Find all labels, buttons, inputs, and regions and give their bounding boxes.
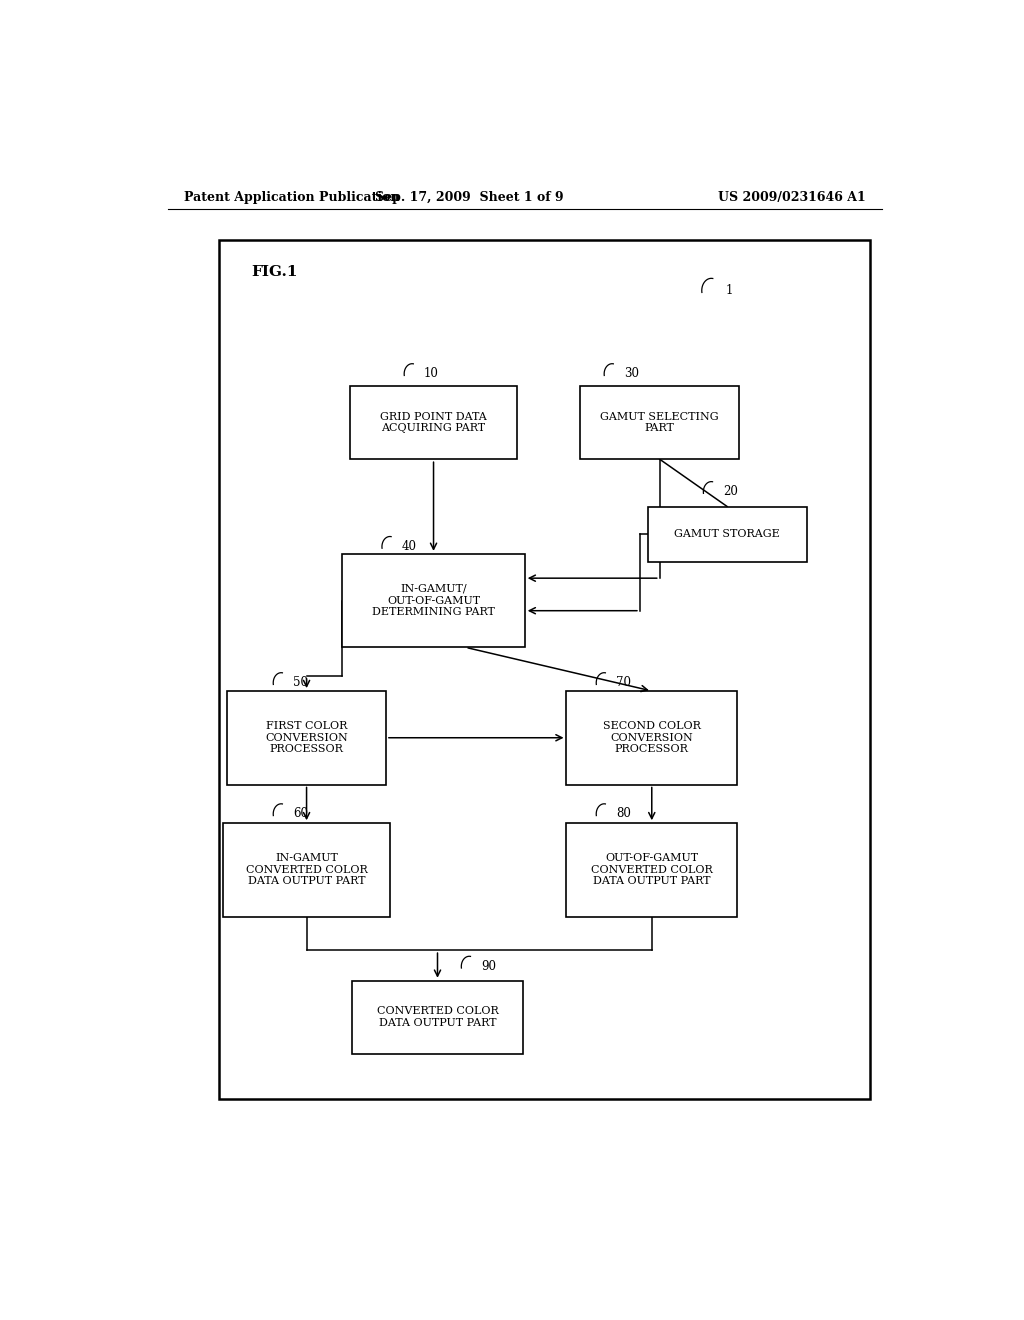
Text: IN-GAMUT
CONVERTED COLOR
DATA OUTPUT PART: IN-GAMUT CONVERTED COLOR DATA OUTPUT PAR…	[246, 853, 368, 887]
Bar	[342, 554, 525, 647]
Text: 60: 60	[293, 808, 308, 821]
Bar	[227, 690, 386, 784]
Bar	[566, 690, 737, 784]
Text: IN-GAMUT/
OUT-OF-GAMUT
DETERMINING PART: IN-GAMUT/ OUT-OF-GAMUT DETERMINING PART	[372, 583, 495, 618]
Text: FIRST COLOR
CONVERSION
PROCESSOR: FIRST COLOR CONVERSION PROCESSOR	[265, 721, 348, 754]
Text: 80: 80	[616, 808, 631, 821]
Text: US 2009/0231646 A1: US 2009/0231646 A1	[718, 190, 866, 203]
Text: Sep. 17, 2009  Sheet 1 of 9: Sep. 17, 2009 Sheet 1 of 9	[375, 190, 563, 203]
Bar	[648, 507, 807, 562]
Text: 90: 90	[481, 960, 497, 973]
Text: CONVERTED COLOR
DATA OUTPUT PART: CONVERTED COLOR DATA OUTPUT PART	[377, 1006, 499, 1028]
Text: 30: 30	[624, 367, 639, 380]
Text: 40: 40	[401, 540, 417, 553]
Text: GAMUT STORAGE: GAMUT STORAGE	[674, 529, 780, 540]
Bar	[352, 981, 523, 1053]
Bar	[566, 824, 737, 916]
Text: GRID POINT DATA
ACQUIRING PART: GRID POINT DATA ACQUIRING PART	[380, 412, 486, 433]
Text: Patent Application Publication: Patent Application Publication	[183, 190, 399, 203]
Text: 20: 20	[723, 486, 738, 498]
Text: OUT-OF-GAMUT
CONVERTED COLOR
DATA OUTPUT PART: OUT-OF-GAMUT CONVERTED COLOR DATA OUTPUT…	[591, 853, 713, 887]
Text: GAMUT SELECTING
PART: GAMUT SELECTING PART	[600, 412, 719, 433]
Text: 10: 10	[424, 367, 439, 380]
Bar	[581, 385, 739, 459]
Bar	[219, 240, 870, 1098]
Bar	[350, 385, 517, 459]
Text: SECOND COLOR
CONVERSION
PROCESSOR: SECOND COLOR CONVERSION PROCESSOR	[603, 721, 700, 754]
Bar	[223, 824, 390, 916]
Text: 70: 70	[616, 676, 631, 689]
Text: FIG.1: FIG.1	[251, 265, 298, 280]
Text: 50: 50	[293, 676, 308, 689]
Text: 1: 1	[726, 284, 733, 297]
